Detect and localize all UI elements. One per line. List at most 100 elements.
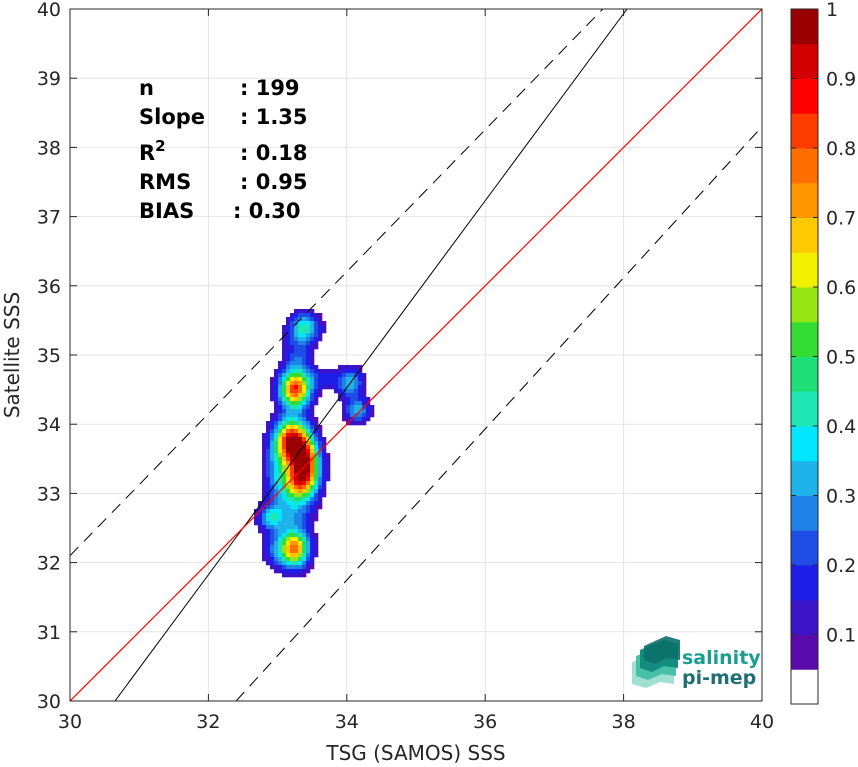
density-cell [298,517,303,522]
colorbar-segment [791,43,818,79]
density-cell [306,421,311,426]
density-cell [290,541,295,546]
density-cell [310,453,315,458]
density-cell [282,489,287,494]
density-cell [270,493,275,498]
density-cell [358,377,363,382]
density-cell [318,441,323,446]
density-cell [286,393,291,398]
colorbar-segment [791,495,818,531]
density-cell [362,397,367,402]
density-cell [290,501,295,506]
density-cell [350,393,355,398]
density-cell [278,377,283,382]
density-cell [346,401,351,406]
density-cell [290,393,295,398]
density-cell [310,365,315,370]
density-cell [298,501,303,506]
density-cell [266,445,271,450]
density-cell [286,381,291,386]
density-cell [298,313,303,318]
density-cell [322,437,327,442]
density-cell [278,401,283,406]
density-cell [278,505,283,510]
density-cell [346,385,351,390]
density-cell [278,429,283,434]
density-cell [262,553,267,558]
density-cell [294,397,299,402]
density-cell [318,497,323,502]
density-cell [302,421,307,426]
density-cell [274,561,279,566]
density-cell [290,429,295,434]
density-cell [286,377,291,382]
density-cell [322,325,327,330]
density-cell [266,549,271,554]
density-cell [294,565,299,570]
density-cell [350,413,355,418]
y-tick-label: 35 [37,345,61,367]
density-cell [266,545,271,550]
density-cell [310,493,315,498]
density-cell [294,429,299,434]
density-cell [310,377,315,382]
density-cell [306,329,311,334]
density-cell [262,557,267,562]
density-cell [342,381,347,386]
density-cell [290,313,295,318]
density-cell [290,553,295,558]
y-tick-label: 38 [37,137,61,159]
density-cell [294,449,299,454]
density-cell [282,381,287,386]
density-cell [278,529,283,534]
density-cell [282,369,287,374]
colorbar-tick-label: 0.5 [826,347,856,369]
density-cell [286,437,291,442]
density-cell [302,329,307,334]
density-cell [282,493,287,498]
density-cell [282,433,287,438]
density-cell [298,333,303,338]
density-cell [310,557,315,562]
density-cell [298,321,303,326]
density-cell [290,517,295,522]
density-cell [278,409,283,414]
density-cell [362,401,367,406]
density-cell [290,549,295,554]
density-cell [318,461,323,466]
density-cell [354,421,359,426]
density-cell [342,409,347,414]
density-cell [314,429,319,434]
density-cell [282,377,287,382]
density-cell [318,393,323,398]
density-cell [282,469,287,474]
density-cell [362,389,367,394]
density-cell [254,517,259,522]
density-cell [282,525,287,530]
density-cell [270,517,275,522]
density-cell [306,521,311,526]
density-cell [314,549,319,554]
density-cell [278,437,283,442]
density-cell [266,521,271,526]
density-cell [290,465,295,470]
density-cell [282,461,287,466]
density-cell [314,325,319,330]
density-cell [302,469,307,474]
density-cell [270,389,275,394]
density-cell [270,477,275,482]
density-cell [302,393,307,398]
density-cell [346,381,351,386]
density-cell [306,349,311,354]
density-cell [294,413,299,418]
density-cell [298,329,303,334]
density-cell [274,433,279,438]
density-cell [294,325,299,330]
density-cell [294,509,299,514]
density-cell [290,525,295,530]
density-cell [310,533,315,538]
density-cell [294,569,299,574]
density-cell [294,561,299,566]
density-cell [314,493,319,498]
density-cell [262,441,267,446]
